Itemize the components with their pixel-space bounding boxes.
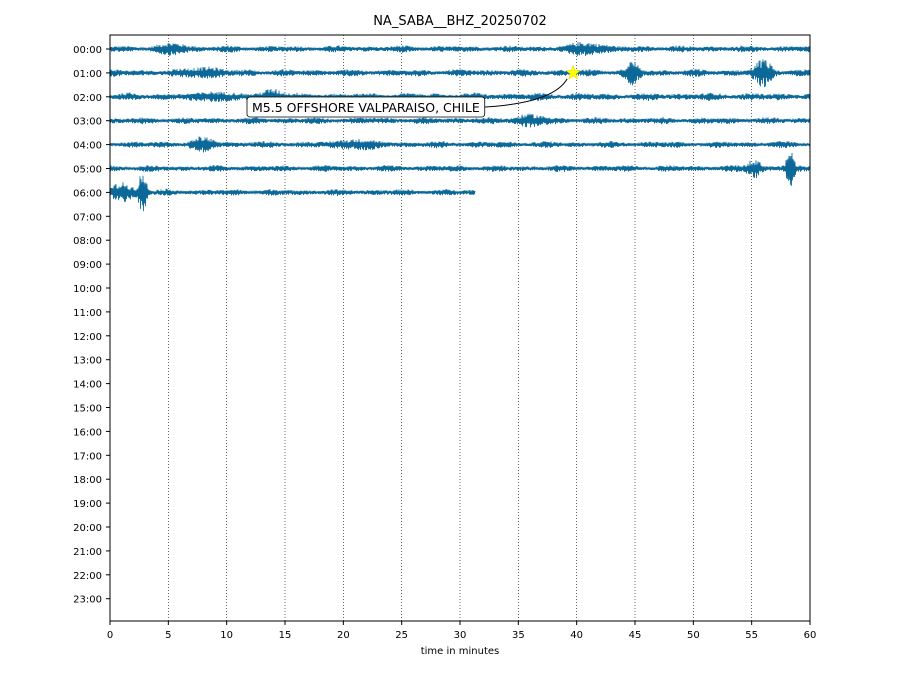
y-tick-label: 18:00	[73, 475, 102, 486]
trace-0000	[109, 42, 811, 57]
seismic-traces	[109, 42, 811, 212]
x-axis-ticks: 0 5 10 15 20 25 30 35 40 45 50 55 60	[107, 621, 817, 641]
event-connector	[484, 78, 568, 108]
y-tick-label: 12:00	[73, 332, 102, 343]
y-tick-label: 10:00	[73, 284, 102, 295]
y-tick-label: 04:00	[73, 141, 102, 152]
x-tick-label: 5	[165, 630, 171, 641]
y-tick-label: 00:00	[73, 45, 102, 56]
x-tick-label: 25	[395, 630, 408, 641]
x-tick-label: 0	[107, 630, 113, 641]
x-tick-label: 50	[687, 630, 700, 641]
event-star-marker	[565, 64, 581, 80]
event-label: M5.5 OFFSHORE VALPARAISO, CHILE	[252, 100, 480, 115]
trace-0100	[109, 59, 811, 88]
y-tick-label: 23:00	[73, 595, 102, 606]
y-tick-label: 15:00	[73, 404, 102, 415]
y-tick-label: 16:00	[73, 427, 102, 438]
y-tick-label: 08:00	[73, 236, 102, 247]
x-tick-label: 55	[745, 630, 758, 641]
y-tick-label: 20:00	[73, 523, 102, 534]
x-tick-label: 30	[454, 630, 467, 641]
y-axis-ticks: 00:00 01:00 02:00 03:00 04:00 05:00 06:00 07:00…	[73, 45, 110, 606]
trace-0300	[109, 113, 811, 128]
y-tick-label: 11:00	[73, 308, 102, 319]
trace-0500	[109, 152, 811, 186]
y-tick-label: 21:00	[73, 547, 102, 558]
x-axis-label: time in minutes	[421, 646, 500, 657]
chart-title: NA_SABA__BHZ_20250702	[373, 14, 547, 29]
x-tick-label: 60	[804, 630, 817, 641]
x-tick-label: 10	[220, 630, 233, 641]
x-tick-label: 20	[337, 630, 350, 641]
y-tick-label: 02:00	[73, 93, 102, 104]
y-tick-label: 17:00	[73, 451, 102, 462]
x-tick-label: 40	[570, 630, 583, 641]
y-tick-label: 01:00	[73, 69, 102, 80]
y-tick-label: 13:00	[73, 356, 102, 367]
x-tick-label: 45	[629, 630, 642, 641]
y-tick-label: 03:00	[73, 117, 102, 128]
y-tick-label: 14:00	[73, 380, 102, 391]
y-tick-label: 06:00	[73, 188, 102, 199]
x-tick-label: 15	[279, 630, 292, 641]
trace-0600	[109, 175, 476, 212]
y-tick-label: 09:00	[73, 260, 102, 271]
y-tick-label: 07:00	[73, 212, 102, 223]
trace-0400	[109, 136, 811, 153]
y-tick-label: 05:00	[73, 165, 102, 176]
y-tick-label: 22:00	[73, 571, 102, 582]
trace-0200	[109, 89, 811, 106]
x-tick-label: 35	[512, 630, 525, 641]
event-annotation: M5.5 OFFSHORE VALPARAISO, CHILE	[246, 64, 581, 118]
y-tick-label: 19:00	[73, 499, 102, 510]
